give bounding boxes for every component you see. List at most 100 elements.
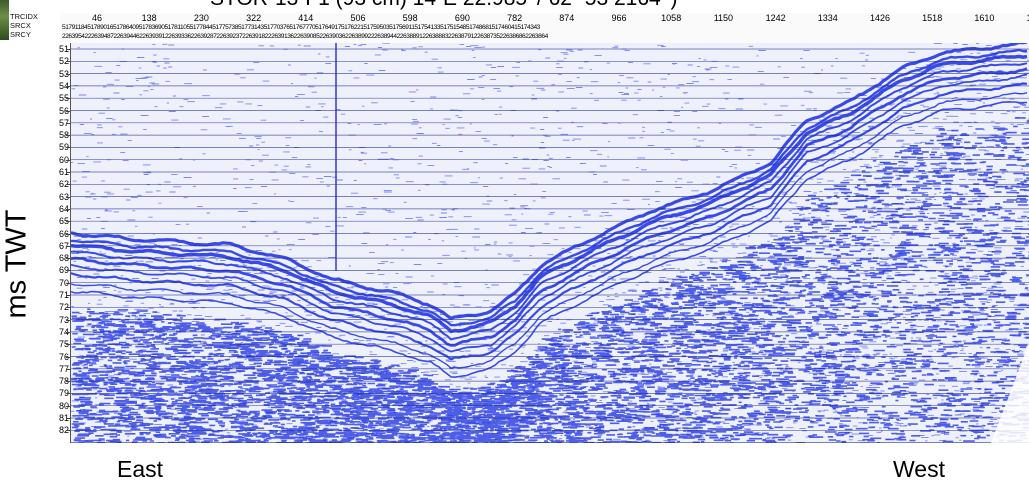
time-tick (66, 122, 70, 124)
reflector-horizon (71, 92, 1028, 369)
time-tick (66, 418, 70, 419)
time-tick (66, 295, 70, 296)
time-tick-label: 66 (58, 228, 69, 239)
trace-tick-label: 46 (91, 13, 103, 23)
time-tick (66, 282, 70, 284)
time-tick-label: 64 (58, 203, 69, 214)
time-tick (66, 381, 70, 383)
trace-header: 46 138 230 322 414 506 598 690 782 874 966 1058 1150… (60, 13, 1029, 44)
map-thumbnail (0, 0, 9, 40)
trace-tick-label: 230 (193, 13, 209, 23)
reflector-horizon (71, 43, 1028, 321)
time-tick (66, 319, 70, 321)
reflector-horizon (71, 82, 1028, 361)
time-tick-label: 79 (58, 388, 69, 399)
time-tick (66, 135, 70, 137)
time-tick-label: 62 (58, 179, 69, 190)
time-tick (66, 307, 70, 309)
trace-tick-label: 1702 (1027, 13, 1029, 23)
time-tick (66, 258, 70, 260)
time-tick (66, 49, 70, 50)
trace-tick-label: 506 (350, 13, 366, 23)
time-tick-label: 61 (58, 167, 69, 177)
trace-tick-label: 966 (611, 13, 627, 23)
time-tick-label: 74 (58, 326, 69, 337)
srcy-label: SRCY (10, 29, 31, 39)
time-tick (66, 172, 70, 173)
trace-tick-label: 1426 (869, 13, 891, 23)
time-tick-label: 70 (58, 277, 69, 288)
reflector-horizon (71, 48, 1028, 327)
west-label: West (893, 456, 945, 482)
reflector-horizon (71, 67, 1028, 347)
trace-tick-label: 1334 (817, 13, 838, 23)
time-tick-label: 63 (58, 191, 69, 202)
trace-index-row: 46 138 230 322 414 506 598 690 782 874 966 1058 1150… (60, 13, 1029, 23)
time-tick (66, 393, 70, 395)
reflector-horizon (71, 101, 1028, 379)
time-tick-label: 59 (58, 142, 69, 153)
trace-tick-label: 874 (559, 13, 575, 23)
seismic-section (71, 43, 1029, 443)
trace-tick-label: 322 (246, 13, 262, 23)
time-tick-label: 67 (58, 240, 69, 251)
time-tick (66, 159, 70, 161)
srcy-values: 2263954222639487226394462263939122639336… (62, 33, 548, 40)
time-tick-label: 56 (58, 105, 69, 116)
profile-title: STOR-13-F1 (93 cm) 14˚E 22.985' / 62˚ 53… (210, 0, 1010, 12)
time-tick (66, 98, 70, 100)
time-tick (66, 405, 70, 407)
time-tick-label: 75 (58, 339, 69, 350)
trace-tick-label: 690 (454, 13, 470, 23)
time-tick (66, 270, 70, 272)
time-tick-label: 82 (58, 425, 69, 436)
time-tick (66, 368, 70, 370)
srcx-label: SRCX (10, 20, 31, 30)
time-tick (66, 110, 70, 112)
time-tick (66, 233, 70, 235)
srcx-values: 5179118451789016517864095178369051781105… (62, 24, 540, 31)
time-tick (66, 73, 70, 75)
trace-tick-label: 138 (141, 13, 157, 23)
seismic-image (71, 43, 1029, 443)
time-tick-label: 76 (58, 351, 69, 362)
time-tick-label: 51 (58, 44, 69, 54)
trace-tick-label: 782 (507, 13, 523, 23)
time-tick-label: 77 (58, 363, 69, 374)
time-tick-label: 78 (58, 376, 69, 387)
trace-tick-label: 1242 (765, 13, 786, 23)
trace-tick-label: 1150 (713, 13, 734, 23)
time-tick-label: 73 (58, 314, 69, 325)
time-axis: 51 52 53 54 55 56 57 58 59 60 61 62 63 64 65 66 67 68 69 70… (58, 43, 71, 443)
time-tick (66, 331, 70, 333)
time-tick-label: 55 (58, 93, 69, 104)
time-tick (66, 85, 70, 87)
time-tick (66, 208, 70, 210)
east-label: East (117, 456, 164, 482)
time-tick-label: 69 (58, 265, 69, 276)
time-tick-label: 53 (58, 68, 69, 79)
time-tick (66, 356, 70, 358)
time-tick (66, 430, 70, 432)
time-tick (66, 61, 70, 63)
time-tick-label: 52 (58, 56, 69, 67)
trace-tick-label: 1058 (661, 13, 682, 23)
time-tick (66, 196, 70, 198)
trace-tick-label: 598 (402, 13, 418, 23)
time-tick-label: 81 (58, 413, 69, 423)
time-tick (66, 184, 70, 186)
edge-gap (991, 343, 1029, 443)
time-tick-label: 65 (58, 216, 69, 227)
time-tick-label: 72 (58, 302, 69, 313)
time-tick (66, 245, 70, 247)
time-tick-label: 57 (58, 117, 69, 128)
trcidx-label: TRCIDX (10, 12, 38, 21)
time-tick-label: 71 (58, 290, 69, 300)
y-axis-title: ms TWT (0, 209, 33, 319)
time-tick-label: 80 (58, 400, 69, 411)
trace-tick-label: 414 (298, 13, 314, 23)
seismic-basement (71, 117, 1029, 443)
time-tick-label: 54 (58, 80, 69, 91)
time-tick-label: 58 (58, 130, 69, 141)
time-tick (66, 147, 70, 149)
